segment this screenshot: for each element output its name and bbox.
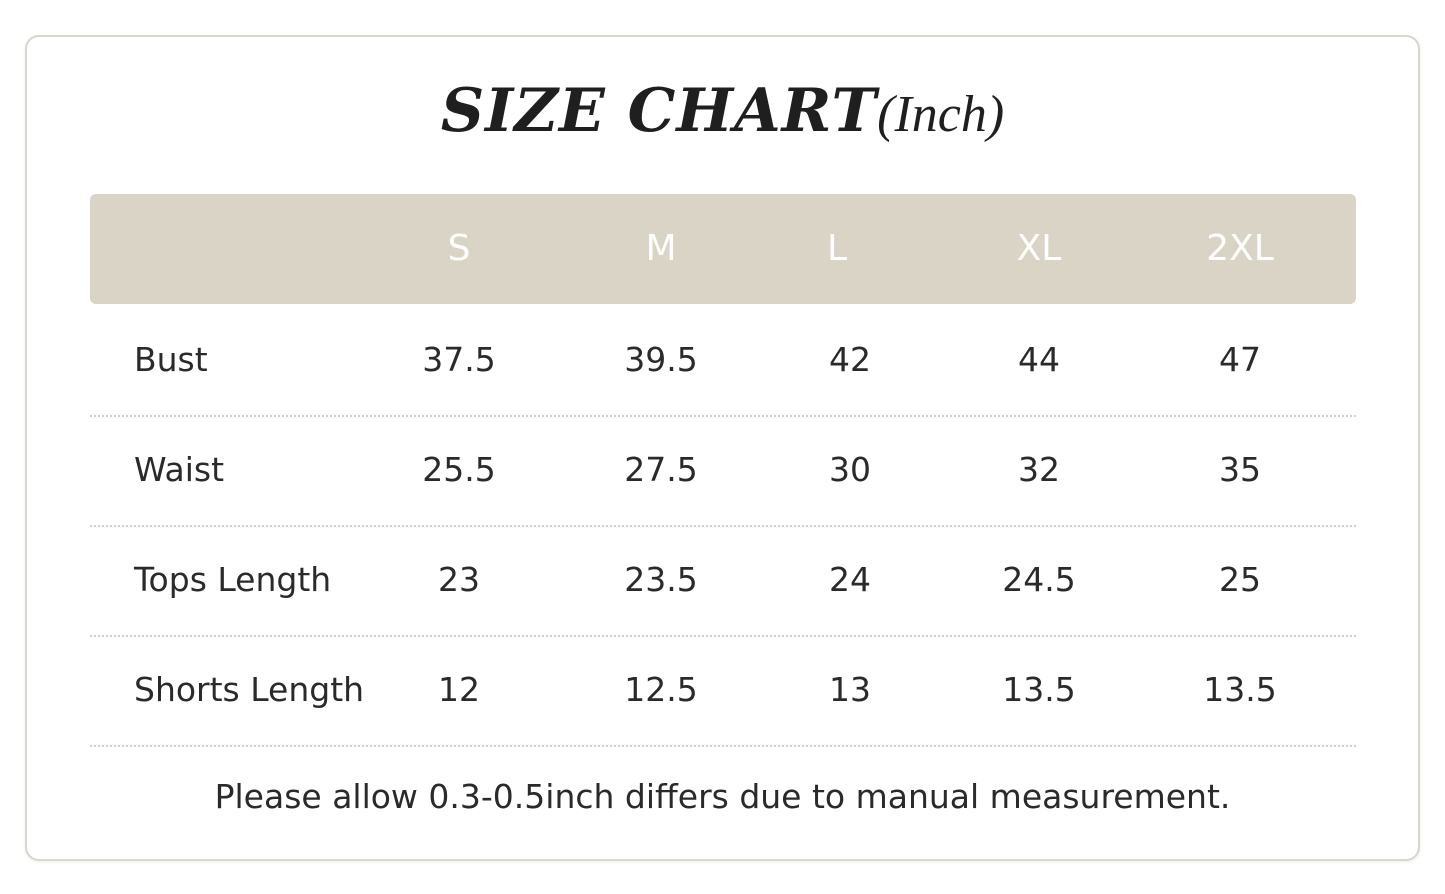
table-cell: 30 [829, 450, 871, 489]
title-main: SIZE CHART [440, 76, 878, 146]
size-header-s: S [447, 228, 471, 269]
measurement-note: Please allow 0.3-0.5inch differs due to … [214, 777, 1231, 816]
table-cell: 23 [438, 560, 480, 599]
table-cell: 24.5 [1002, 560, 1076, 599]
table-cell: 13.5 [1203, 670, 1277, 709]
size-header-row: S M L XL 2XL [90, 194, 1356, 304]
size-header-l: L [826, 228, 848, 269]
size-header-xl: XL [1016, 228, 1062, 269]
size-chart-card: SIZE CHART(Inch) S M L XL 2XL Bust 37.5 … [25, 35, 1420, 861]
row-label: Bust [134, 340, 208, 379]
table-cell: 24 [829, 560, 871, 599]
row-label: Tops Length [134, 560, 332, 599]
table-cell: 35 [1219, 450, 1261, 489]
table-cell: 12.5 [624, 670, 698, 709]
table-cell: 37.5 [422, 340, 496, 379]
table-cell: 13.5 [1002, 670, 1076, 709]
table-cell: 47 [1219, 340, 1261, 379]
table-row-shorts-length: Shorts Length 12 12.5 13 13.5 13.5 [90, 635, 1356, 747]
table-cell: 42 [829, 340, 871, 379]
table-row-waist: Waist 25.5 27.5 30 32 35 [90, 415, 1356, 527]
table-cell: 25.5 [422, 450, 496, 489]
table-row-bust: Bust 37.5 39.5 42 44 47 [90, 305, 1356, 417]
page-title: SIZE CHART(Inch) [27, 81, 1418, 141]
table-cell: 23.5 [624, 560, 698, 599]
table-cell: 13 [829, 670, 871, 709]
table-row-tops-length: Tops Length 23 23.5 24 24.5 25 [90, 525, 1356, 637]
size-header-m: M [645, 228, 677, 269]
row-label: Shorts Length [134, 670, 365, 709]
table-cell: 27.5 [624, 450, 698, 489]
title-unit: (Inch) [877, 86, 1005, 143]
table-cell: 44 [1018, 340, 1060, 379]
table-cell: 32 [1018, 450, 1060, 489]
table-cell: 12 [438, 670, 480, 709]
row-label: Waist [134, 450, 225, 489]
table-cell: 39.5 [624, 340, 698, 379]
size-header-2xl: 2XL [1206, 228, 1274, 269]
table-cell: 25 [1219, 560, 1261, 599]
